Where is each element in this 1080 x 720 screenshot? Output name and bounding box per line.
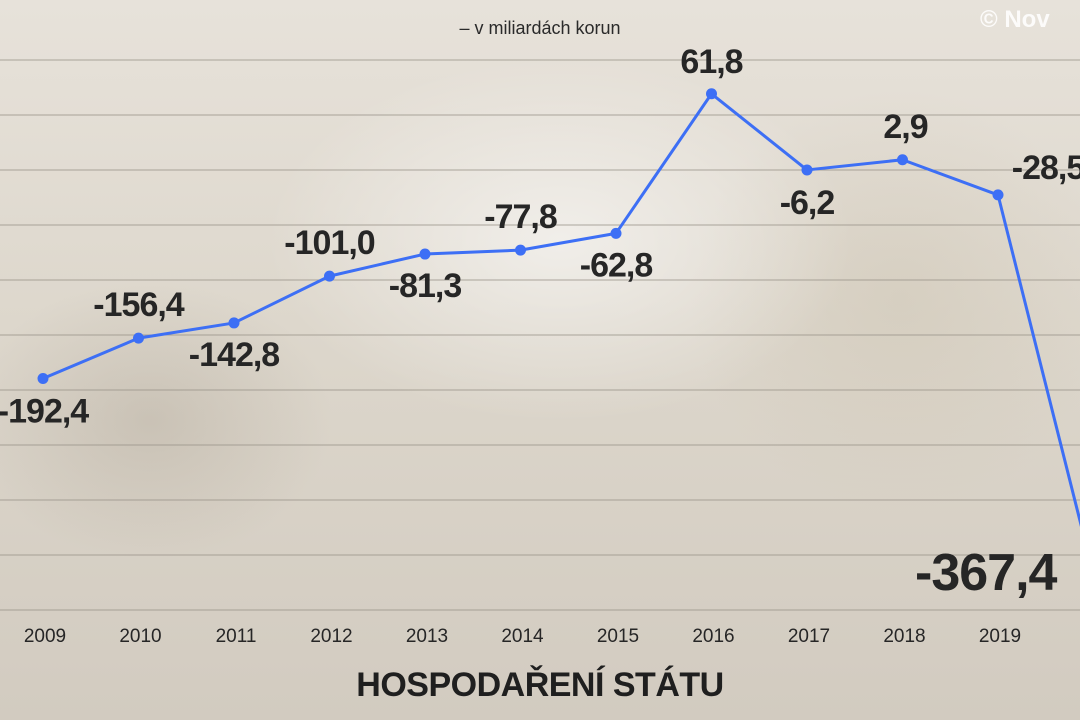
data-points (37, 88, 1004, 384)
data-label: -101,0 (284, 224, 374, 262)
data-point (37, 372, 49, 384)
x-tick-label: 2015 (597, 626, 639, 647)
data-point (133, 332, 144, 344)
data-point (324, 270, 335, 282)
x-tick-label: 2011 (216, 626, 257, 647)
x-tick-label: 2012 (310, 626, 352, 647)
data-label: -28,5 (1012, 149, 1080, 187)
data-label: -6,2 (780, 184, 835, 222)
data-point (897, 154, 908, 166)
data-point (228, 317, 240, 329)
data-labels: -192,4 -156,4-142,8 -101,0 -81,3 -77,8 -62,8 6… (0, 43, 1080, 602)
x-tick-label: 2016 (692, 626, 734, 647)
copyright-mark: © Nov (980, 6, 1050, 33)
data-point (515, 244, 526, 256)
data-label: -81,3 (389, 267, 462, 305)
data-point (419, 248, 431, 260)
chart-subtitle: – v miliardách korun (459, 18, 621, 38)
data-point (992, 189, 1004, 201)
x-tick-label: 2013 (406, 626, 448, 647)
data-label: -367,4 (915, 544, 1058, 602)
series-line (42, 92, 1080, 527)
chart-title: HOSPODAŘENÍ STÁTU (356, 666, 724, 704)
data-label: -62,8 (580, 246, 653, 284)
data-point (610, 227, 622, 239)
data-label: -156,4 (93, 286, 184, 324)
data-label: 2,9 (883, 108, 927, 146)
x-axis-ticks: 2009 2010 2011 2012 2013 2014 2015 2016 2017 2018… (24, 626, 1021, 647)
data-label: -142,8 (189, 336, 279, 374)
x-tick-label: 2017 (788, 626, 830, 647)
x-tick-label: 2010 (119, 626, 161, 647)
data-point (801, 164, 813, 176)
grid-lines (0, 59, 1080, 611)
data-label: 61,8 (680, 43, 742, 81)
x-tick-label: 2018 (883, 626, 925, 647)
data-label: -192,4 (0, 392, 89, 430)
data-label: -77,8 (484, 198, 557, 236)
x-tick-label: 2019 (979, 626, 1021, 647)
x-tick-label: 2009 (24, 626, 66, 647)
data-point (706, 88, 717, 100)
x-tick-label: 2014 (501, 626, 544, 647)
